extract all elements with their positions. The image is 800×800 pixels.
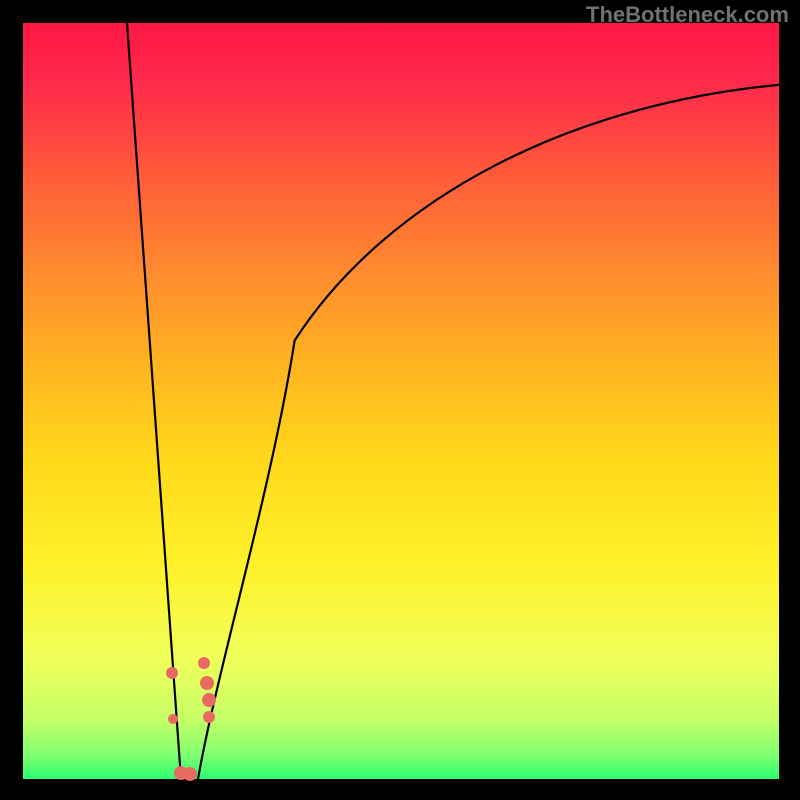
chart-container: TheBottleneck.com bbox=[0, 0, 800, 800]
data-marker bbox=[198, 657, 210, 669]
data-marker bbox=[202, 693, 216, 707]
data-marker bbox=[183, 767, 197, 781]
watermark-text: TheBottleneck.com bbox=[586, 2, 789, 28]
gradient-background bbox=[23, 23, 779, 779]
plot-area bbox=[23, 23, 779, 779]
chart-svg bbox=[23, 23, 779, 779]
data-marker bbox=[203, 711, 215, 723]
data-marker bbox=[166, 667, 178, 679]
data-marker bbox=[200, 676, 214, 690]
data-marker bbox=[168, 714, 178, 724]
